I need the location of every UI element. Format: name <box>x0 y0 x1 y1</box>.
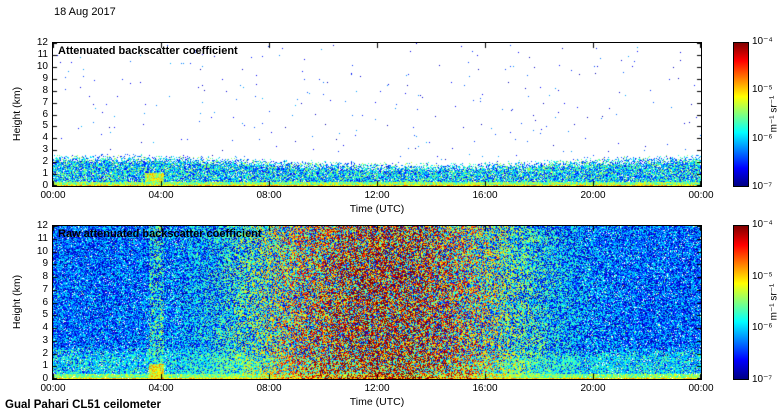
colorbar-gradient <box>733 225 749 380</box>
y-tick-label: 6 <box>42 108 48 120</box>
attenuated-backscatter-heatmap-canvas <box>53 43 701 186</box>
x-tick-label: 00:00 <box>40 190 66 201</box>
y-tick-label: 10 <box>36 245 48 257</box>
raw-attenuated-backscatter-heatmap-canvas <box>53 226 701 379</box>
y-tick-label: 11 <box>37 48 48 60</box>
y-tick-label: 11 <box>37 232 48 244</box>
y-tick-label: 0 <box>42 180 48 191</box>
plot-title: Raw attenuated backscatter coefficient <box>58 228 262 240</box>
y-tick-label: 2 <box>42 156 48 168</box>
colorbar-tick-label: 10⁻⁶ <box>752 322 773 334</box>
x-tick-label: 20:00 <box>580 190 606 201</box>
date-label: 18 Aug 2017 <box>54 6 116 18</box>
y-tick-label: 5 <box>42 309 48 321</box>
colorbar-tick-label: 10⁻⁷ <box>752 181 773 192</box>
y-tick-label: 4 <box>42 132 48 144</box>
x-tick-label: 04:00 <box>148 190 174 201</box>
colorbar-tick-label: 10⁻⁷ <box>752 374 773 385</box>
colorbar-tick-label: 10⁻⁴ <box>752 219 773 230</box>
x-axis-label: Time (UTC) <box>349 396 405 408</box>
y-tick-label: 7 <box>42 96 48 108</box>
x-tick-label: 16:00 <box>472 190 498 201</box>
y-tick-label: 2 <box>42 347 48 359</box>
colorbar-tick-label: 10⁻⁵ <box>752 270 773 282</box>
colorbar-tick-label: 10⁻⁴ <box>752 36 773 47</box>
y-tick-label: 1 <box>42 360 48 372</box>
y-tick-label: 9 <box>42 258 48 270</box>
y-tick-label: 9 <box>42 72 48 84</box>
y-tick-label: 10 <box>36 60 48 72</box>
plot-title: Attenuated backscatter coefficient <box>58 45 238 57</box>
y-tick-label: 6 <box>42 296 48 308</box>
y-tick-label: 4 <box>42 322 48 333</box>
x-tick-label: 00:00 <box>688 383 714 394</box>
x-tick-label: 12:00 <box>364 190 390 201</box>
y-tick-label: 1 <box>42 168 48 180</box>
attenuated-backscatter-plot: Attenuated backscatter coefficient <box>52 42 702 187</box>
y-tick-label: 8 <box>42 271 48 282</box>
colorbar-unit-label: m⁻¹ sr⁻¹ <box>768 283 780 321</box>
y-tick-label: 0 <box>42 373 48 384</box>
y-tick-label: 3 <box>42 334 48 346</box>
y-tick-label: 8 <box>42 84 48 96</box>
x-tick-label: 08:00 <box>256 383 282 394</box>
instrument-label: Gual Pahari CL51 ceilometer <box>5 399 161 411</box>
y-tick-label: 5 <box>42 120 48 132</box>
x-tick-label: 16:00 <box>472 383 498 394</box>
y-tick-label: 7 <box>42 283 48 295</box>
colorbar-tick-label: 10⁻⁶ <box>752 132 773 144</box>
x-tick-label: 04:00 <box>148 383 174 394</box>
x-tick-label: 12:00 <box>364 383 390 394</box>
x-tick-label: 20:00 <box>580 383 606 394</box>
colorbar-unit-label: m⁻¹ sr⁻¹ <box>768 95 780 133</box>
y-tick-label: 12 <box>36 37 48 48</box>
x-tick-label: 00:00 <box>40 383 66 394</box>
y-tick-label: 12 <box>36 220 48 231</box>
x-axis-label: Time (UTC) <box>349 203 405 215</box>
colorbar-gradient <box>733 42 749 187</box>
x-tick-label: 00:00 <box>688 190 714 201</box>
y-tick-label: 3 <box>42 144 48 156</box>
raw-attenuated-backscatter-plot: Raw attenuated backscatter coefficient <box>52 225 702 380</box>
x-tick-label: 08:00 <box>256 190 282 201</box>
colorbar-tick-label: 10⁻⁵ <box>752 84 773 96</box>
